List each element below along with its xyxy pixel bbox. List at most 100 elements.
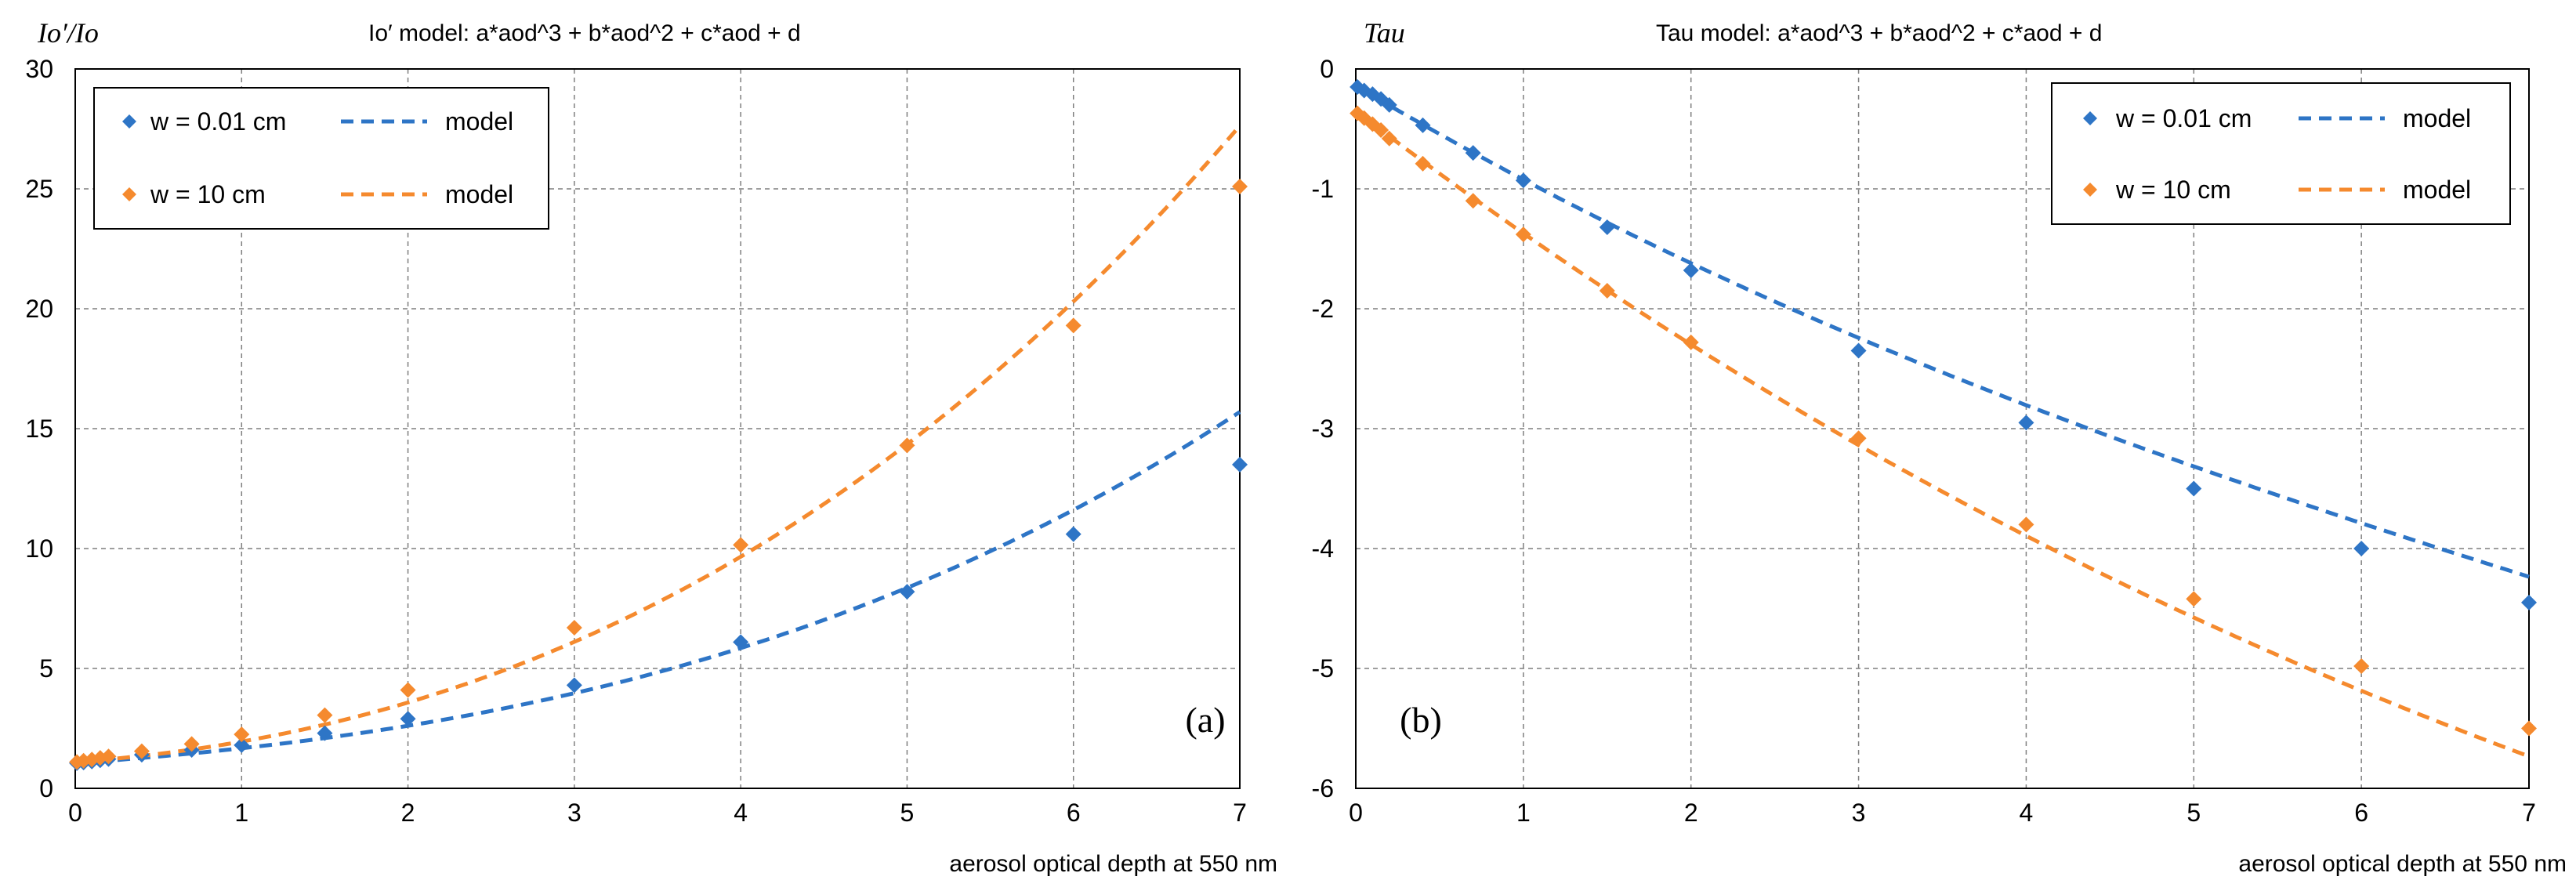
panel-a-title: Io′ model: a*aod^3 + b*aod^2 + c*aod + d bbox=[368, 20, 801, 46]
panel-b-point-s0-7 bbox=[1515, 172, 1531, 189]
panel-a-point-s1-14 bbox=[1232, 178, 1248, 194]
panel-a-ytick-label: 5 bbox=[39, 654, 53, 683]
panel-b-point-s1-11 bbox=[2018, 516, 2034, 533]
panel-a-point-s1-4 bbox=[100, 748, 117, 765]
panel-a-ylabel: Io′/Io bbox=[37, 17, 99, 49]
panel-b-point-s1-9 bbox=[1683, 334, 1699, 350]
panel-a-series-points bbox=[69, 178, 1248, 771]
panel-a-series-lines bbox=[76, 124, 1241, 766]
panel-a-legend-marker-0 bbox=[122, 114, 136, 129]
panel-a-legend-box bbox=[93, 87, 549, 230]
panel-b-series-lines bbox=[1356, 85, 2530, 759]
panel-b-point-s1-10 bbox=[1850, 430, 1867, 447]
panel-b-ytick-label: -4 bbox=[1312, 534, 1334, 563]
panel-b-legend: w = 0.01 cm model w = 10 cm model bbox=[2051, 82, 2511, 225]
panel-a-point-s0-11 bbox=[733, 634, 749, 650]
panel-b-title: Tau model: a*aod^3 + b*aod^2 + c*aod + d bbox=[1656, 20, 2102, 46]
panel-b-point-s0-5 bbox=[1415, 117, 1431, 133]
panel-a-point-s0-8 bbox=[317, 725, 333, 741]
panel-a-model-line-1 bbox=[76, 124, 1241, 764]
panel-b-series-points bbox=[1350, 78, 2537, 737]
panel-a-point-s0-12 bbox=[899, 584, 915, 600]
panel-b-point-s1-5 bbox=[1415, 155, 1431, 172]
panel-b-label: (b) bbox=[1400, 700, 1442, 740]
panel-a-xtick-label: 0 bbox=[68, 799, 82, 827]
panel-a-xtick-label: 6 bbox=[1067, 799, 1081, 827]
panel-b-legend-model-1: model bbox=[2403, 176, 2471, 204]
panel-a-xtick-label: 3 bbox=[567, 799, 582, 827]
panel-b-ylabel: Tau bbox=[1364, 17, 1405, 49]
panel-b-legend-label-1: w = 10 cm bbox=[2115, 176, 2231, 204]
panel-a-legend-label-1: w = 10 cm bbox=[150, 180, 266, 208]
panel-b-point-s0-11 bbox=[2018, 415, 2034, 431]
panel-a-ytick-label: 15 bbox=[25, 415, 53, 443]
panel-a-xtick-label: 4 bbox=[734, 799, 748, 827]
panel-a-xtick-label: 7 bbox=[1233, 799, 1247, 827]
panel-b-ytick-label: -6 bbox=[1312, 774, 1334, 802]
panel-a-ticks: 0 1 2 3 4 5 6 7 0 5 10 15 20 25 30 bbox=[25, 55, 1246, 827]
panel-b-plot-frame bbox=[1355, 68, 2530, 789]
panel-a-xtick-label: 1 bbox=[234, 799, 248, 827]
panel-b-legend-label-0: w = 0.01 cm bbox=[2115, 104, 2252, 132]
panel-a-point-s0-14 bbox=[1232, 456, 1248, 473]
panel-a-point-s0-7 bbox=[234, 737, 250, 753]
panel-b-ytick-label: 0 bbox=[1320, 55, 1334, 83]
panel-b-point-s0-10 bbox=[1850, 342, 1867, 359]
panel-b-xtick-label: 7 bbox=[2522, 799, 2536, 827]
panel-b-point-s1-4 bbox=[1381, 130, 1397, 147]
panel-b-point-s1-8 bbox=[1599, 283, 1615, 299]
panel-b-point-s1-12 bbox=[2186, 591, 2202, 607]
panel-b-point-s1-14 bbox=[2521, 720, 2537, 737]
panel-a-xlabel: aerosol optical depth at 550 nm bbox=[949, 851, 1277, 877]
panel-a-ytick-label: 0 bbox=[39, 774, 53, 802]
panel-a-legend-label-0: w = 0.01 cm bbox=[150, 107, 286, 136]
panel-b-xtick-label: 1 bbox=[1516, 799, 1531, 827]
panel-b-legend-box bbox=[2051, 82, 2511, 225]
panel-a-point-s1-11 bbox=[733, 537, 749, 553]
panel-a-legend-model-0: model bbox=[445, 107, 513, 136]
panel-b-point-s0-2 bbox=[1364, 86, 1381, 103]
panel-b-xtick-label: 3 bbox=[1852, 799, 1866, 827]
panel-b-point-s0-12 bbox=[2186, 480, 2202, 497]
panel-b-legend-model-0: model bbox=[2403, 104, 2471, 132]
panel-b-xtick-label: 0 bbox=[1349, 799, 1363, 827]
panel-a-xtick-label: 5 bbox=[900, 799, 915, 827]
panel-b-ytick-label: -5 bbox=[1312, 654, 1334, 683]
panel-a-point-s1-7 bbox=[234, 726, 250, 743]
panel-a-ytick-label: 20 bbox=[25, 295, 53, 323]
panel-b-point-s1-13 bbox=[2353, 657, 2370, 674]
panel-b-point-s0-6 bbox=[1465, 145, 1481, 161]
panel-b-point-s0-13 bbox=[2353, 541, 2370, 556]
panel-b-xtick-label: 2 bbox=[1684, 799, 1698, 827]
panel-a-legend-marker-1 bbox=[122, 187, 136, 201]
panel-b-model-line-0 bbox=[1356, 85, 2530, 579]
panel-a-ytick-label: 10 bbox=[25, 534, 53, 563]
panel-b-point-s0-14 bbox=[2521, 594, 2537, 610]
panel-b-xtick-label: 6 bbox=[2354, 799, 2368, 827]
panel-b-point-s0-9 bbox=[1683, 263, 1699, 279]
panel-a-ytick-label: 30 bbox=[25, 55, 53, 83]
panel-a-ytick-label: 25 bbox=[25, 175, 53, 203]
panel-a-point-s1-5 bbox=[133, 743, 150, 759]
panel-b-point-s1-7 bbox=[1515, 226, 1531, 243]
panel-b-legend-marker-0 bbox=[2083, 111, 2097, 125]
panel-a-point-s0-13 bbox=[1065, 526, 1081, 542]
panel-a-legend: w = 0.01 cm model w = 10 cm model bbox=[93, 87, 549, 230]
panel-b-ytick-label: -3 bbox=[1312, 415, 1334, 443]
panel-a-legend-model-1: model bbox=[445, 180, 513, 208]
panel-a-point-s1-6 bbox=[183, 736, 200, 752]
panel-b-xlabel: aerosol optical depth at 550 nm bbox=[2238, 851, 2567, 877]
panel-b-ytick-label: -1 bbox=[1312, 175, 1334, 203]
panel-a-chart: Io′/Io Io′ model: a*aod^3 + b*aod^2 + c*… bbox=[25, 17, 1277, 877]
panel-a-point-s0-9 bbox=[400, 711, 416, 727]
panel-b-ticks: 0 1 2 3 4 5 6 7 0 -1 -2 -3 -4 -5 -6 bbox=[1312, 55, 2536, 827]
panel-b-model-line-1 bbox=[1356, 110, 2530, 759]
panel-a-point-s0-10 bbox=[566, 677, 582, 694]
panel-b-xtick-label: 5 bbox=[2187, 799, 2201, 827]
panel-b-xtick-label: 4 bbox=[2020, 799, 2034, 827]
panel-b-chart: Tau Tau model: a*aod^3 + b*aod^2 + c*aod… bbox=[1312, 17, 2567, 877]
panel-a-xtick-label: 2 bbox=[401, 799, 415, 827]
panel-a-point-s1-8 bbox=[317, 707, 333, 723]
panel-b-ytick-label: -2 bbox=[1312, 295, 1334, 323]
